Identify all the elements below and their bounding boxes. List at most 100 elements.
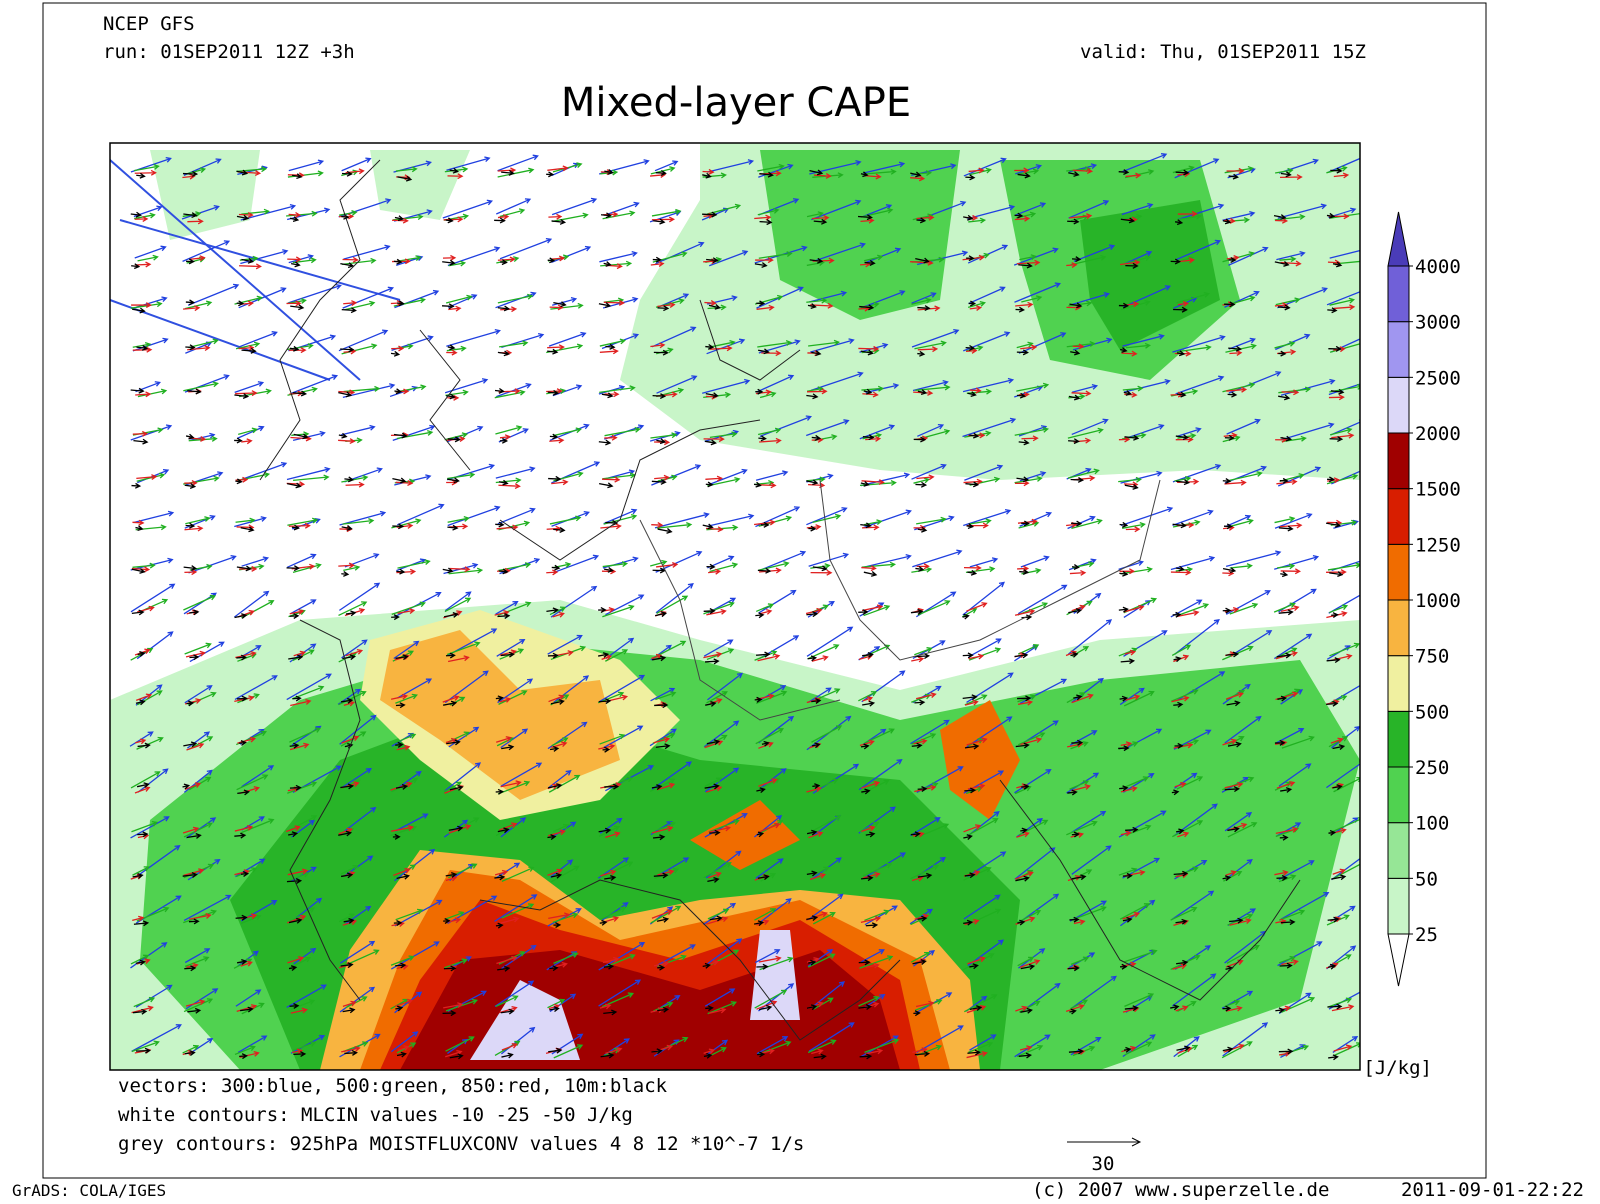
colorbar-under [1387,933,1410,987]
wind-arrow [812,214,830,221]
wind-arrow [344,806,377,832]
wind-arrow [135,959,146,966]
wind-arrow [1175,566,1194,573]
wind-arrow [340,872,354,879]
wind-arrow [183,769,213,793]
wind-arrow [704,988,736,1007]
wind-arrow [186,833,202,839]
wind-arrow [500,1026,536,1055]
wind-arrow [234,381,265,393]
wind-arrow [547,165,569,172]
wind-arrow [1066,820,1098,836]
wind-arrow [651,522,664,528]
wind-arrow [703,862,732,879]
wind-arrow [553,1044,584,1059]
wind-arrow [1172,611,1182,618]
wind-arrow [1176,213,1202,221]
wind-arrow [1124,484,1139,490]
wind-arrow [1069,1008,1077,1015]
wind-arrow [130,583,176,613]
wind-arrow [1069,780,1090,790]
note: grey contours: 925hPa MOISTFLUXCONV valu… [118,1133,804,1155]
wind-arrow [549,433,559,440]
wind-arrow [754,214,772,221]
wind-arrow [709,250,749,267]
wind-arrow [1123,285,1172,308]
wind-arrow [964,743,980,750]
wind-arrow [1125,342,1152,349]
wind-arrow [341,639,368,659]
wind-arrow [1331,1004,1355,1012]
wind-arrow [657,305,670,312]
wind-arrow [1071,383,1099,393]
wind-arrow [339,210,358,216]
wind-arrow [443,700,458,707]
wind-arrow [547,634,583,655]
wind-arrow [709,1007,727,1014]
wind-arrow [1332,868,1346,875]
wind-arrow [1171,789,1180,796]
wind-arrow [1278,350,1287,357]
wind-arrow [292,1048,304,1055]
colorbar-label: 500 [1415,701,1449,723]
wind-arrow [1070,520,1083,527]
colorbar-label: 1500 [1415,479,1461,501]
wind-arrow [131,1040,160,1053]
wind-arrow [1279,256,1297,263]
wind-arrow [708,568,722,575]
wind-arrow [442,254,457,261]
wind-arrow [604,168,614,175]
colorbar-label: 2000 [1415,423,1461,445]
wind-arrow [1123,690,1155,707]
wind-arrow [394,998,414,1008]
wind-arrow [287,256,302,263]
wind-arrow [1332,784,1343,790]
wind-arrow [963,508,1012,527]
wind-arrow [396,300,405,307]
wind-arrow [1020,555,1050,568]
wind-arrow [1072,343,1085,350]
wind-arrow [494,869,509,876]
wind-arrow [131,568,146,574]
wind-arrow [1014,212,1024,219]
wind-arrow [1326,473,1359,485]
wind-arrow [968,638,1002,658]
wind-arrow [864,260,876,266]
wind-arrow [1069,916,1080,923]
wind-arrow [863,254,884,262]
wind-arrow [547,783,563,789]
wind-arrow [551,245,592,263]
wind-arrow [340,962,354,969]
wind-arrow [1068,1048,1085,1055]
wind-arrow [342,286,395,309]
wind-arrow [236,1004,258,1013]
wind-arrow [602,561,629,568]
wind-arrow [395,693,418,704]
wind-arrow [1229,917,1244,924]
wind-arrow [1118,302,1130,309]
wind-arrow [1222,567,1237,574]
wind-arrow [1017,584,1068,615]
wind-arrow [1014,476,1043,484]
wind-arrow [754,262,768,268]
wind-arrow [1021,520,1030,527]
wind-arrow [397,175,413,182]
wind-arrow [917,305,931,312]
wind-arrow [134,844,181,879]
wind-arrow [1222,570,1235,577]
wind-arrow [1021,435,1039,442]
wind-arrow [1120,741,1133,748]
wind-arrow [1014,769,1052,794]
wind-arrow [1015,1005,1028,1012]
wind-arrow [338,391,353,398]
wind-arrow [603,508,638,525]
wind-arrow [602,604,635,618]
wind-arrow [1071,677,1104,703]
wind-arrow [551,564,561,571]
wind-arrow [860,171,869,178]
wind-arrow [1176,959,1189,966]
wind-arrow [237,789,250,796]
wind-arrow [1274,739,1286,746]
wind-arrow [709,915,723,922]
wind-arrow [447,505,501,527]
